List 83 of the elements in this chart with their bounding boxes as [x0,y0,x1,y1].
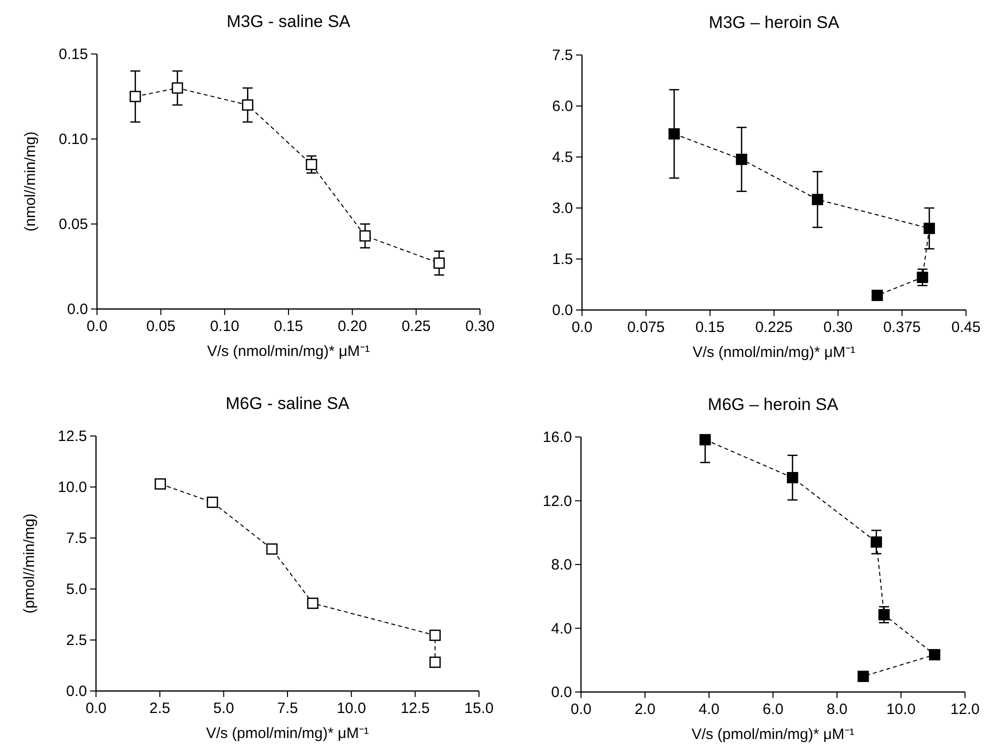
y-tick-label: 3.0 [552,200,573,217]
y-tick-label: 5.0 [66,581,87,598]
x-tick-label: 0.45 [951,319,981,336]
x-tick-label: 10.0 [886,701,916,718]
x-axis-title: V/s (nmol/min/mg)* μM⁻¹ [692,344,856,361]
x-tick-label: 0.20 [338,318,367,335]
x-tick-label: 0.225 [755,319,793,336]
x-tick-label: 2.5 [149,700,170,717]
x-tick-label: 8.0 [826,701,848,718]
point [307,598,318,609]
y-axis-title: (pmol//min/mg) [21,513,38,614]
point [306,158,318,170]
y-tick-label: 4.5 [552,149,573,166]
y-tick-label: 0.0 [66,683,87,700]
point [429,630,441,641]
y-tick-label: 12.5 [58,428,87,445]
x-tick-label: 6.0 [762,701,784,718]
y-tick-label: 7.5 [66,530,87,547]
point [878,609,890,620]
y-tick-label: 16.0 [542,429,572,446]
y-tick-label: 0.0 [551,684,572,701]
y-tick-label: 7.5 [552,47,573,64]
x-tick-label: 0.0 [570,701,592,718]
x-tick-label: 12.5 [400,700,430,717]
x-tick-label: 0.30 [823,319,853,336]
y-tick-label: 1.5 [552,251,573,268]
point [786,472,798,484]
x-tick-label: 12.0 [950,701,980,718]
point [812,194,824,206]
x-tick-label: 0.0 [86,318,108,335]
x-tick-label: 0.10 [210,318,240,335]
x-tick-label: 15.0 [464,700,494,717]
y-tick-label: 0.15 [58,46,88,63]
y-tick-label: 0.0 [67,301,88,318]
x-tick-label: 0.0 [572,319,592,336]
y-tick-label: 2.5 [66,632,87,649]
y-tick-label: 4.0 [551,620,572,638]
point [858,670,869,682]
point [429,656,441,668]
chart-title: M3G – heroin SA [708,13,840,32]
x-tick-label: 0.25 [402,318,431,335]
x-tick-label: 0.375 [883,319,921,336]
chart-title: M3G - saline SA [226,12,352,31]
x-tick-label: 4.0 [698,701,720,718]
x-tick-label: 5.0 [213,700,234,717]
point [924,222,935,234]
point [130,90,141,102]
chart-title: M6G – heroin SA [708,395,839,414]
y-tick-label: 12.0 [542,492,572,510]
x-axis-title: V/s (nmol/min/mg)* μM⁻¹ [207,343,370,360]
point [668,128,680,140]
y-tick-label: 10.0 [58,479,87,496]
point [736,154,748,166]
point [242,99,254,111]
y-tick-label: 0.10 [58,131,88,148]
y-tick-label: 0.0 [552,302,573,319]
point [359,230,371,242]
x-tick-label: 0.0 [86,700,106,717]
x-axis-title: V/s (pmol/min/mg)* μM⁻¹ [206,725,369,742]
x-axis-title: V/s (pmol/min/mg)* μM⁻¹ [692,726,854,743]
chart-title: M6G - saline SA [226,394,350,413]
point [916,272,928,284]
point [700,434,711,446]
y-tick-label: 6.0 [552,98,573,115]
point [928,649,940,660]
point [154,478,166,490]
x-tick-label: 10.0 [336,700,366,717]
x-tick-label: 0.05 [146,318,176,335]
x-tick-label: 0.15 [274,318,304,335]
x-tick-label: 0.30 [465,318,495,335]
x-tick-label: 2.0 [634,701,656,718]
y-axis-title: (nmol//min/mg) [22,131,39,232]
point [870,536,882,548]
x-tick-label: 0.15 [695,319,725,336]
point [872,290,883,302]
x-tick-label: 0.075 [627,319,665,336]
y-tick-label: 8.0 [551,556,572,574]
x-tick-label: 7.5 [277,700,298,717]
point [266,543,278,555]
point [433,257,445,269]
y-tick-label: 0.05 [58,216,88,233]
point [172,82,184,94]
point [206,496,218,508]
